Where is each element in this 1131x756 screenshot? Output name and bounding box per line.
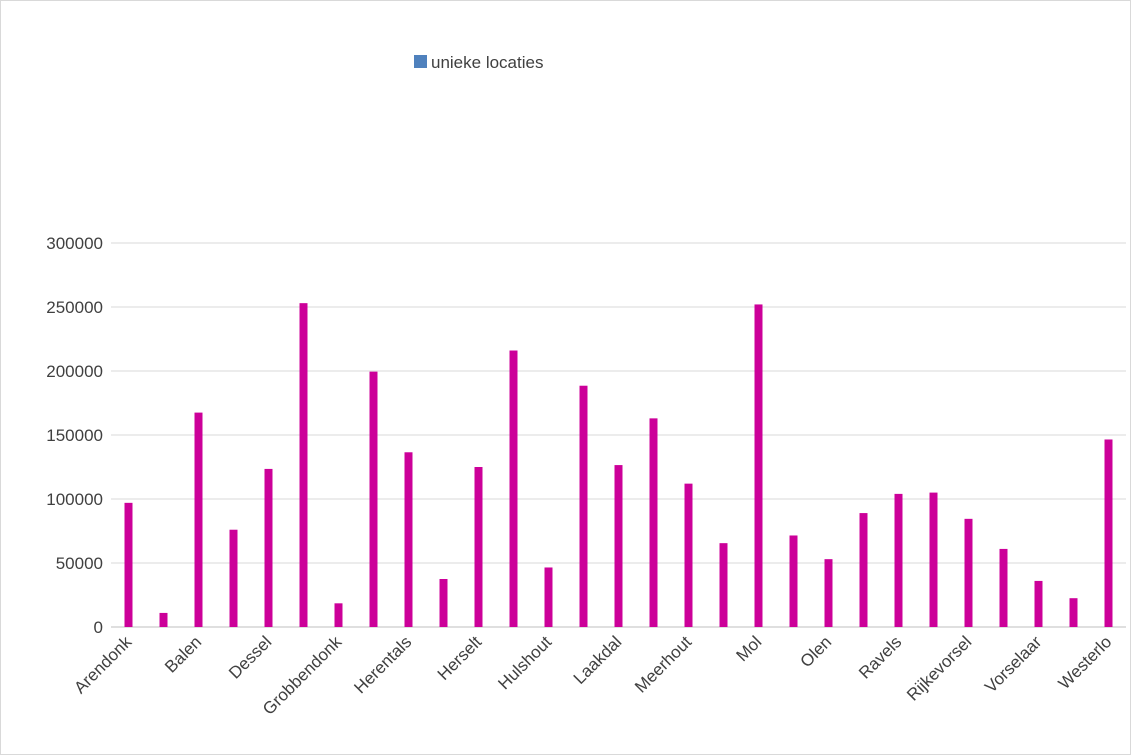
bar (299, 303, 308, 627)
x-tick-label: Laakdal (570, 632, 626, 688)
x-tick-label: Olen (796, 632, 835, 671)
bar (579, 385, 588, 627)
bar (544, 567, 553, 627)
bar (929, 492, 938, 627)
bars (124, 303, 1113, 627)
legend-label: unieke locaties (431, 53, 543, 72)
legend-swatch (414, 55, 427, 68)
y-tick-label: 0 (94, 618, 103, 637)
x-tick-label: Balen (161, 632, 205, 676)
x-tick-label: Vorselaar (981, 632, 1045, 696)
bar (264, 468, 273, 627)
bar (1104, 439, 1113, 627)
bar (719, 543, 728, 627)
bar (509, 350, 518, 627)
bar (124, 502, 133, 627)
bar (474, 467, 483, 627)
bar (789, 535, 798, 627)
x-tick-label: Rijkevorsel (903, 632, 975, 704)
bar (999, 548, 1008, 627)
x-tick-label: Arendonk (70, 632, 135, 697)
bar (404, 452, 413, 627)
bar (229, 529, 238, 627)
x-tick-label: Meerhout (631, 632, 695, 696)
y-tick-label: 300000 (46, 234, 103, 253)
bar (614, 465, 623, 627)
y-tick-label: 100000 (46, 490, 103, 509)
bar (1034, 580, 1043, 627)
x-tick-label: Dessel (225, 632, 275, 682)
bar (684, 483, 693, 627)
bar (369, 371, 378, 627)
y-tick-label: 250000 (46, 298, 103, 317)
x-tick-label: Herentals (350, 632, 415, 697)
bar (964, 518, 973, 627)
bar (334, 603, 343, 627)
legend: unieke locaties (414, 53, 543, 72)
bar (754, 304, 763, 627)
y-axis: 0 50000 100000 150000 200000 250000 300000 (46, 234, 103, 637)
x-tick-label: Mol (733, 632, 766, 665)
x-tick-label: Herselt (434, 632, 486, 684)
x-tick-label: Westerlo (1055, 632, 1116, 693)
bar (194, 412, 203, 627)
bar (439, 579, 448, 627)
bar (859, 513, 868, 627)
y-tick-label: 50000 (56, 554, 103, 573)
y-tick-label: 150000 (46, 426, 103, 445)
x-tick-label: Ravels (855, 632, 905, 682)
bar (894, 493, 903, 627)
x-tick-label: Hulshout (494, 632, 555, 693)
bar (159, 612, 168, 627)
y-tick-label: 200000 (46, 362, 103, 381)
bar (649, 418, 658, 627)
bar (1069, 598, 1078, 627)
bar (824, 559, 833, 627)
